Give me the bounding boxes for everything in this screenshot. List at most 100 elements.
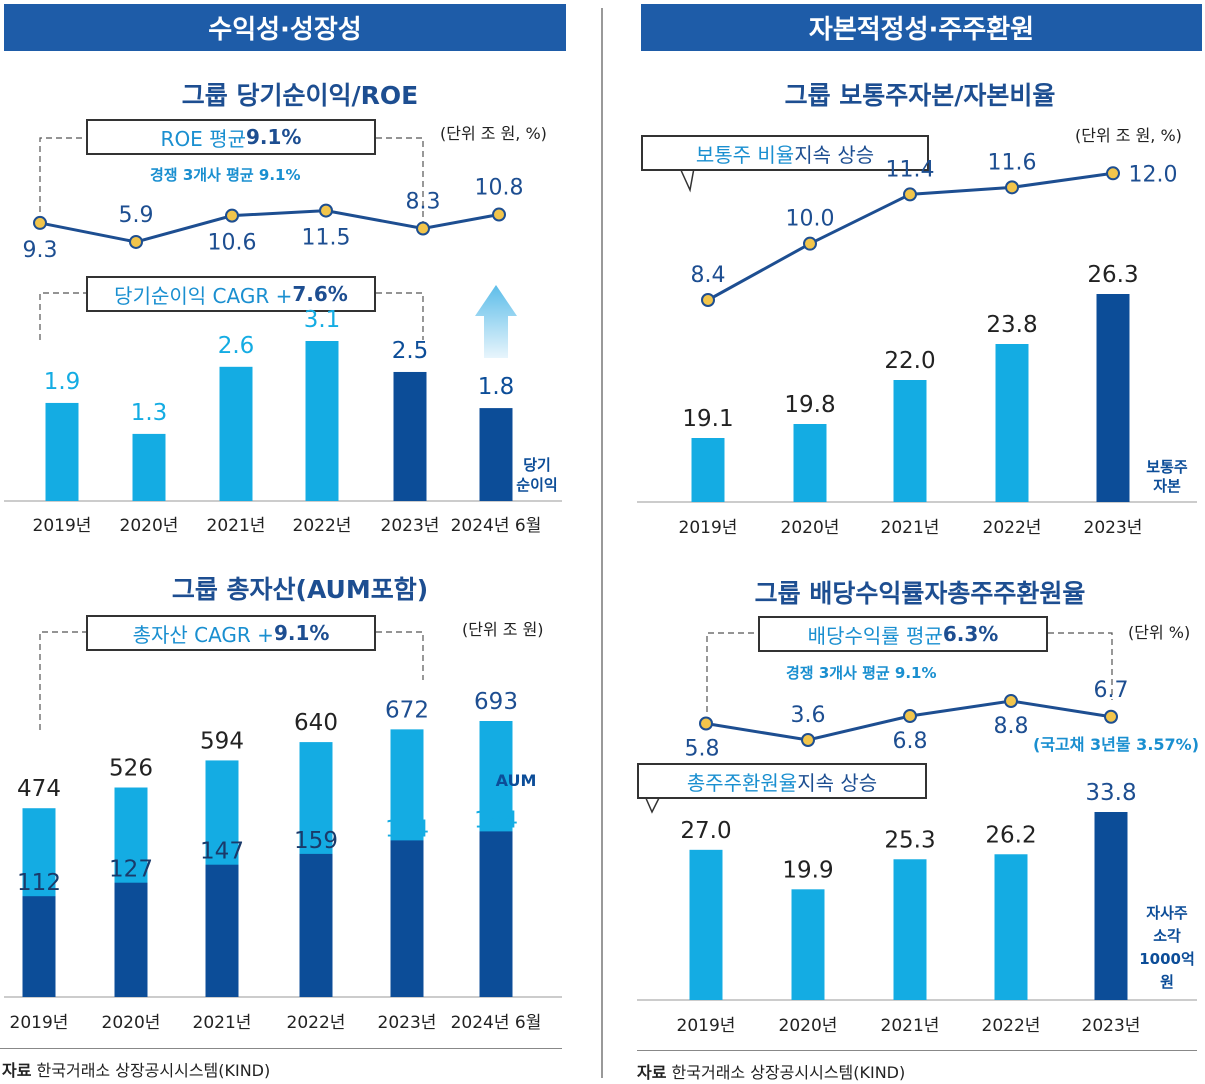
bar-series-label: 소각 xyxy=(1153,927,1181,945)
aum-series-label: AUM xyxy=(496,771,537,790)
bar-value-label: 23.8 xyxy=(986,312,1037,338)
source-text: 한국거래소 상장공시시스템(KIND) xyxy=(666,1063,906,1082)
bar xyxy=(994,854,1028,1000)
ratio-value-label: 10.0 xyxy=(786,207,835,232)
dividend-point xyxy=(1104,709,1118,724)
roe-value-label: 5.9 xyxy=(119,203,154,228)
x-tick-label: 2019년 xyxy=(677,1016,736,1036)
bar xyxy=(219,366,253,501)
ratio-value-label: 11.6 xyxy=(988,150,1037,175)
bar xyxy=(393,371,427,501)
roe-value-label: 11.5 xyxy=(302,226,351,251)
source-note: 자료 한국거래소 상장공시시스템(KIND) xyxy=(2,1057,270,1081)
bar xyxy=(132,433,166,501)
unit-label: (단위 조 원, %) xyxy=(440,124,547,143)
x-tick-label: 2021년 xyxy=(207,516,266,536)
bar-value-label: 1.8 xyxy=(478,374,515,400)
bar-value-label: 526 xyxy=(109,756,153,782)
callout-text: 배당수익률 평균 xyxy=(807,623,943,648)
bar xyxy=(793,424,827,502)
chart-title-net-income-roe: 그룹 당기순이익/ROE xyxy=(181,81,419,110)
ratio-point xyxy=(1005,180,1019,195)
roe-value-label: 8.3 xyxy=(406,190,441,215)
bar-value-label: 1.9 xyxy=(44,369,81,395)
dividend-point xyxy=(801,733,815,747)
source-divider xyxy=(637,1050,1197,1051)
bar-value-label: 27.0 xyxy=(680,818,731,844)
source-text: 한국거래소 상장공시시스템(KIND) xyxy=(31,1061,271,1080)
bar xyxy=(45,402,79,501)
bar-value-label: 2.6 xyxy=(218,333,255,359)
x-tick-label: 2021년 xyxy=(193,1013,252,1033)
callout-text: ROE 평균 xyxy=(160,126,246,151)
ratio-value-label: 8.4 xyxy=(691,263,726,288)
dividend-yield-callout: 배당수익률 평균 6.3% xyxy=(758,616,1048,652)
roe-line xyxy=(39,209,500,244)
x-tick-label: 2023년 xyxy=(381,516,440,536)
x-tick-label: 2020년 xyxy=(102,1013,161,1033)
bar-value-label: 25.3 xyxy=(884,827,935,853)
bar xyxy=(791,889,825,1000)
bar-value-label: 26.2 xyxy=(985,822,1036,848)
aum-value-label: 112 xyxy=(17,870,61,896)
aum-value-label: 159 xyxy=(294,828,338,854)
x-tick-label: 2021년 xyxy=(881,518,940,538)
bar-value-label: 1.3 xyxy=(131,400,168,426)
bar-series-label: 자사주 xyxy=(1146,904,1188,922)
dividend-value-label: 5.8 xyxy=(685,737,720,762)
unit-label: (단위 조 원, %) xyxy=(1075,126,1182,145)
ratio-point xyxy=(701,293,715,307)
aum-value-label: 147 xyxy=(200,839,244,865)
bar-value-label: 594 xyxy=(200,728,244,754)
peer-average-note: 경쟁 3개사 평균 9.1% xyxy=(786,664,937,682)
bar-aum xyxy=(479,831,513,997)
bar-value-label: 19.8 xyxy=(784,392,835,418)
bar-value-label: 640 xyxy=(294,710,338,736)
callout-text: 총자산 CAGR + xyxy=(132,622,274,647)
bar xyxy=(305,341,339,501)
panel-divider xyxy=(601,8,603,1078)
growth-arrow xyxy=(475,285,517,358)
bar-value-label: 19.1 xyxy=(682,406,733,432)
x-tick-label: 2019년 xyxy=(679,518,738,538)
roe-average-callout: ROE 평균 9.1% xyxy=(86,119,376,155)
dividend-value-label: 8.8 xyxy=(994,714,1029,739)
callout-value: 7.6% xyxy=(292,282,348,306)
x-tick-label: 2019년 xyxy=(33,516,92,536)
header-left: 수익성·성장성 xyxy=(4,4,566,51)
bar-value-label: 2.5 xyxy=(392,338,429,364)
bar xyxy=(691,438,725,502)
dividend-value-label: 6.8 xyxy=(893,729,928,754)
x-tick-label: 2024년 6월 xyxy=(451,1013,542,1033)
chart-shareholder-return: 27.0 2019년 19.9 2020년 25.3 2021년 26.2 2022년 33.8… xyxy=(637,678,1197,1036)
chart-title-total-assets: 그룹 총자산(AUM포함) xyxy=(171,575,429,604)
ratio-point xyxy=(903,187,917,202)
dividend-point xyxy=(1004,694,1018,708)
x-tick-label: 2023년 xyxy=(378,1013,437,1033)
chart-capital: 19.1 2019년 19.8 2020년 22.0 2021년 23.8 2022년 26.3… xyxy=(637,150,1197,538)
x-tick-label: 2022년 xyxy=(293,516,352,536)
bar-value-label: 26.3 xyxy=(1087,262,1138,288)
x-tick-label: 2020년 xyxy=(781,518,840,538)
dividend-point xyxy=(699,716,713,731)
chart-title-shareholder-return: 그룹 배당수익률자총주주환원율 xyxy=(754,579,1086,608)
ratio-value-label: 11.4 xyxy=(886,157,935,182)
bar-series-label: 1000억 xyxy=(1139,950,1195,968)
bar-aum xyxy=(114,882,148,997)
callout-text: 지속 상승 xyxy=(797,770,878,795)
bar-aum xyxy=(299,853,333,997)
callout-text: 지속 상승 xyxy=(794,142,875,167)
roe-value-label: 10.8 xyxy=(475,176,524,201)
dividend-value-label: 6.7 xyxy=(1094,678,1129,703)
x-tick-label: 2021년 xyxy=(881,1016,940,1036)
x-tick-label: 2023년 xyxy=(1082,1016,1141,1036)
chart-net-income-roe: 1.9 2019년 1.3 2020년 2.6 2021년 3.1 2022년 2.5 2023년… xyxy=(4,176,562,536)
bar xyxy=(893,859,927,1000)
unit-label: (단위 조 원) xyxy=(462,620,544,639)
x-tick-label: 2023년 xyxy=(1084,518,1143,538)
bar-series-label: 원 xyxy=(1160,973,1174,991)
roe-point xyxy=(492,207,506,222)
bar-series-label: 자본 xyxy=(1153,477,1181,495)
x-tick-label: 2022년 xyxy=(982,1016,1041,1036)
